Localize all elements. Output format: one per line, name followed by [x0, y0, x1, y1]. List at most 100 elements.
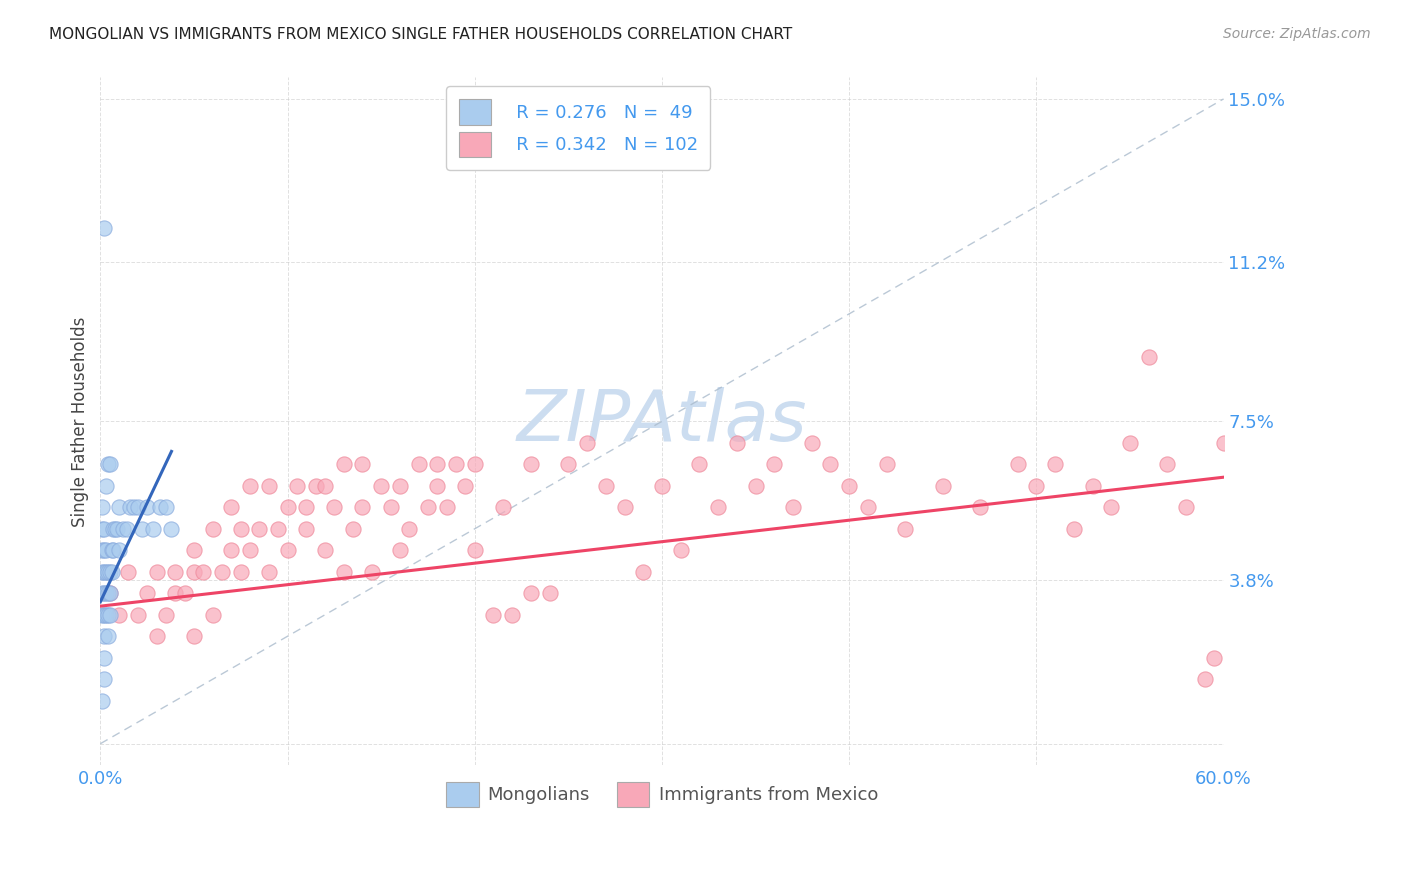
Point	[131, 522, 153, 536]
Point	[707, 500, 730, 515]
Point	[1043, 458, 1066, 472]
Point	[136, 500, 159, 515]
Point	[104, 522, 127, 536]
Point	[122, 500, 145, 515]
Point	[380, 500, 402, 515]
Point	[93, 543, 115, 558]
Point	[93, 522, 115, 536]
Point	[91, 500, 114, 515]
Text: ZIPAtlas: ZIPAtlas	[517, 387, 807, 456]
Point	[94, 479, 117, 493]
Point	[820, 458, 842, 472]
Point	[388, 543, 411, 558]
Point	[763, 458, 786, 472]
Point	[183, 565, 205, 579]
Point	[595, 479, 617, 493]
Point	[105, 522, 128, 536]
Point	[145, 565, 167, 579]
Point	[221, 500, 243, 515]
Point	[464, 543, 486, 558]
Point	[91, 522, 114, 536]
Point	[98, 458, 121, 472]
Point	[277, 543, 299, 558]
Point	[145, 629, 167, 643]
Point	[127, 607, 149, 622]
Point	[98, 586, 121, 600]
Point	[94, 565, 117, 579]
Point	[127, 500, 149, 515]
Point	[894, 522, 917, 536]
Point	[165, 586, 187, 600]
Point	[838, 479, 860, 493]
Point	[352, 500, 374, 515]
Point	[782, 500, 804, 515]
Point	[688, 458, 710, 472]
Point	[1099, 500, 1122, 515]
Point	[744, 479, 766, 493]
Point	[97, 458, 120, 472]
Point	[454, 479, 477, 493]
Point	[201, 607, 224, 622]
Point	[267, 522, 290, 536]
Point	[183, 543, 205, 558]
Point	[1081, 479, 1104, 493]
Point	[94, 607, 117, 622]
Point	[651, 479, 673, 493]
Point	[136, 586, 159, 600]
Point	[520, 586, 543, 600]
Point	[800, 435, 823, 450]
Point	[416, 500, 439, 515]
Point	[314, 479, 336, 493]
Point	[1194, 672, 1216, 686]
Point	[211, 565, 233, 579]
Point	[249, 522, 271, 536]
Point	[426, 458, 449, 472]
Point	[576, 435, 599, 450]
Point	[98, 607, 121, 622]
Point	[149, 500, 172, 515]
Point	[1063, 522, 1085, 536]
Point	[173, 586, 195, 600]
Point	[93, 629, 115, 643]
Point	[193, 565, 215, 579]
Point	[1137, 350, 1160, 364]
Point	[257, 479, 280, 493]
Point	[969, 500, 991, 515]
Point	[108, 607, 131, 622]
Point	[221, 543, 243, 558]
Point	[370, 479, 392, 493]
Point	[94, 543, 117, 558]
Point	[408, 458, 430, 472]
Point	[100, 565, 122, 579]
Point	[91, 607, 114, 622]
Point	[100, 543, 122, 558]
Point	[97, 607, 120, 622]
Text: Source: ZipAtlas.com: Source: ZipAtlas.com	[1223, 27, 1371, 41]
Point	[103, 543, 125, 558]
Point	[183, 629, 205, 643]
Point	[103, 522, 125, 536]
Point	[108, 543, 131, 558]
Point	[93, 565, 115, 579]
Point	[876, 458, 898, 472]
Point	[93, 650, 115, 665]
Point	[482, 607, 505, 622]
Point	[98, 565, 121, 579]
Point	[436, 500, 458, 515]
Point	[93, 672, 115, 686]
Point	[332, 458, 354, 472]
Point	[520, 458, 543, 472]
Point	[557, 458, 579, 472]
Point	[98, 586, 121, 600]
Point	[398, 522, 420, 536]
Point	[1156, 458, 1178, 472]
Point	[1007, 458, 1029, 472]
Point	[492, 500, 515, 515]
Point	[501, 607, 523, 622]
Point	[631, 565, 654, 579]
Point	[117, 565, 139, 579]
Point	[93, 607, 115, 622]
Point	[91, 565, 114, 579]
Point	[201, 522, 224, 536]
Point	[856, 500, 879, 515]
